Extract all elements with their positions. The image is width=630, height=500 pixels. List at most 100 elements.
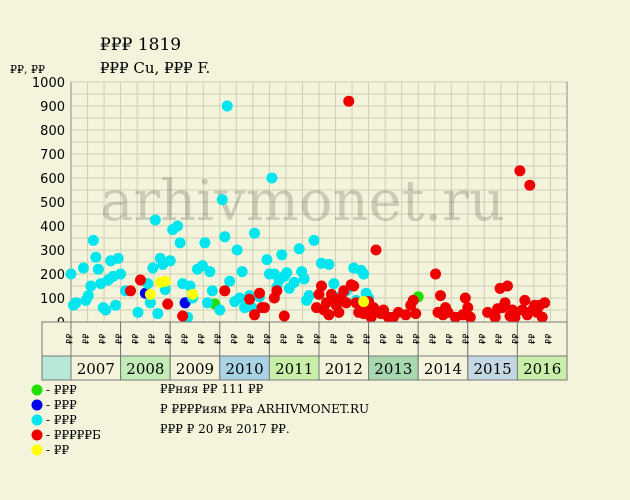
data-point-series-2 [216, 194, 228, 206]
data-point-series-3 [343, 95, 355, 107]
data-point-series-3 [134, 274, 146, 286]
legend-swatch [31, 444, 43, 456]
y-tick-label: 200 [40, 268, 65, 283]
y-tick-label: 800 [40, 124, 65, 139]
x-sub-tick-label: ₽₽ [264, 333, 274, 344]
data-points [65, 95, 551, 323]
data-point-series-2 [132, 306, 144, 318]
x-sub-tick-label: ₽₽ [98, 333, 108, 344]
data-point-series-2 [92, 263, 104, 275]
x-sub-tick-label: ₽₽ [429, 333, 439, 344]
data-point-series-3 [323, 309, 335, 321]
x-sub-tick-label: ₽₽ [330, 333, 340, 344]
data-point-series-2 [234, 292, 246, 304]
data-point-series-2 [323, 258, 335, 270]
data-point-series-3 [489, 311, 501, 323]
watermark: arhivmonet.ru [100, 169, 505, 234]
x-sub-tick-label: ₽₽ [148, 333, 158, 344]
year-cell [368, 355, 419, 381]
data-point-series-2 [219, 231, 231, 243]
x-sub-tick-label: ₽₽ [297, 333, 307, 344]
legend-label: - ₽₽ [46, 443, 70, 457]
year-label-2011: 2011 [275, 360, 313, 378]
y-tick-label: 600 [40, 172, 65, 187]
data-point-series-3 [219, 285, 231, 297]
chart-title: ₽₽₽ 1819 [100, 35, 181, 55]
data-point-series-2 [303, 290, 315, 302]
data-point-series-2 [65, 268, 77, 280]
x-sub-tick-label: ₽₽ [247, 333, 257, 344]
data-point-series-3 [400, 309, 412, 321]
data-point-series-4 [144, 288, 156, 300]
data-point-series-2 [206, 285, 218, 297]
data-point-series-3 [435, 290, 447, 302]
data-point-series-3 [536, 311, 548, 323]
data-point-series-2 [100, 304, 112, 316]
data-point-series-2 [328, 278, 340, 290]
year-label-2016: 2016 [523, 360, 561, 378]
year-cell [467, 355, 518, 381]
data-point-series-2 [70, 297, 82, 309]
data-point-series-3 [539, 297, 551, 309]
chart-subtitle: ₽₽₽ Cu, ₽₽₽ F. [100, 59, 210, 77]
x-sub-tick-label: ₽₽ [528, 333, 538, 344]
data-point-series-2 [90, 251, 102, 263]
data-point-series-3 [271, 285, 283, 297]
year-cell [268, 355, 320, 381]
legend-swatch [31, 399, 43, 411]
x-sub-tick-label: ₽₽ [495, 333, 505, 344]
footer-line-2: ₽ ₽₽₽₽иям ₽₽а ARHIVMONET.RU [160, 402, 369, 416]
x-sub-tick-label: ₽₽ [231, 333, 241, 344]
x-sub-tick-label: ₽₽ [412, 333, 422, 344]
data-point-series-3 [253, 287, 265, 299]
data-point-series-3 [340, 297, 352, 309]
year-cell [169, 355, 221, 381]
x-sub-tick-label: ₽₽ [446, 333, 456, 344]
data-point-series-2 [174, 237, 186, 249]
data-point-series-3 [499, 297, 511, 309]
data-point-series-2 [298, 273, 310, 285]
footer-line-3: ₽₽₽ ₽ 20 ₽я 2017 ₽₽. [160, 422, 290, 436]
x-sub-tick-label: ₽₽ [115, 333, 125, 344]
data-point-series-3 [249, 309, 261, 321]
x-sub-tick-label: ₽₽ [512, 333, 522, 344]
data-point-series-2 [249, 227, 261, 239]
year-label-2013: 2013 [374, 360, 412, 378]
legend-swatch [31, 414, 43, 426]
y-tick-label: 300 [40, 244, 65, 259]
data-point-series-2 [85, 280, 97, 292]
data-point-series-3 [370, 244, 382, 256]
sub-label-cell [70, 321, 122, 357]
year-label-2009: 2009 [176, 360, 214, 378]
data-point-series-3 [125, 285, 137, 297]
data-point-series-3 [333, 306, 345, 318]
data-point-series-4 [358, 296, 370, 308]
data-point-series-3 [348, 280, 360, 292]
data-point-series-2 [204, 266, 216, 278]
sub-label-cell [169, 321, 221, 357]
data-point-series-3 [315, 280, 327, 292]
year-label-2015: 2015 [474, 360, 512, 378]
data-point-series-3 [501, 280, 513, 292]
data-point-series-2 [147, 262, 159, 274]
y-tick-label: 1000 [32, 76, 65, 91]
legend-swatch [31, 429, 43, 441]
data-point-series-2 [231, 244, 243, 256]
data-point-series-3 [410, 308, 422, 320]
data-point-series-2 [110, 299, 122, 311]
x-sub-tick-label: ₽₽ [313, 333, 323, 344]
data-point-series-2 [308, 234, 320, 246]
data-point-series-2 [164, 255, 176, 267]
data-point-series-3 [514, 165, 526, 177]
data-point-series-2 [214, 304, 226, 316]
data-point-series-2 [199, 237, 211, 249]
data-point-series-2 [196, 260, 208, 272]
x-sub-tick-label: ₽₽ [214, 333, 224, 344]
data-point-series-2 [87, 234, 99, 246]
data-point-series-3 [462, 302, 474, 314]
x-sub-tick-label: ₽₽ [82, 333, 92, 344]
x-sub-tick-label: ₽₽ [181, 333, 191, 344]
data-point-series-4 [187, 288, 199, 300]
y-tick-label: 900 [40, 100, 65, 115]
